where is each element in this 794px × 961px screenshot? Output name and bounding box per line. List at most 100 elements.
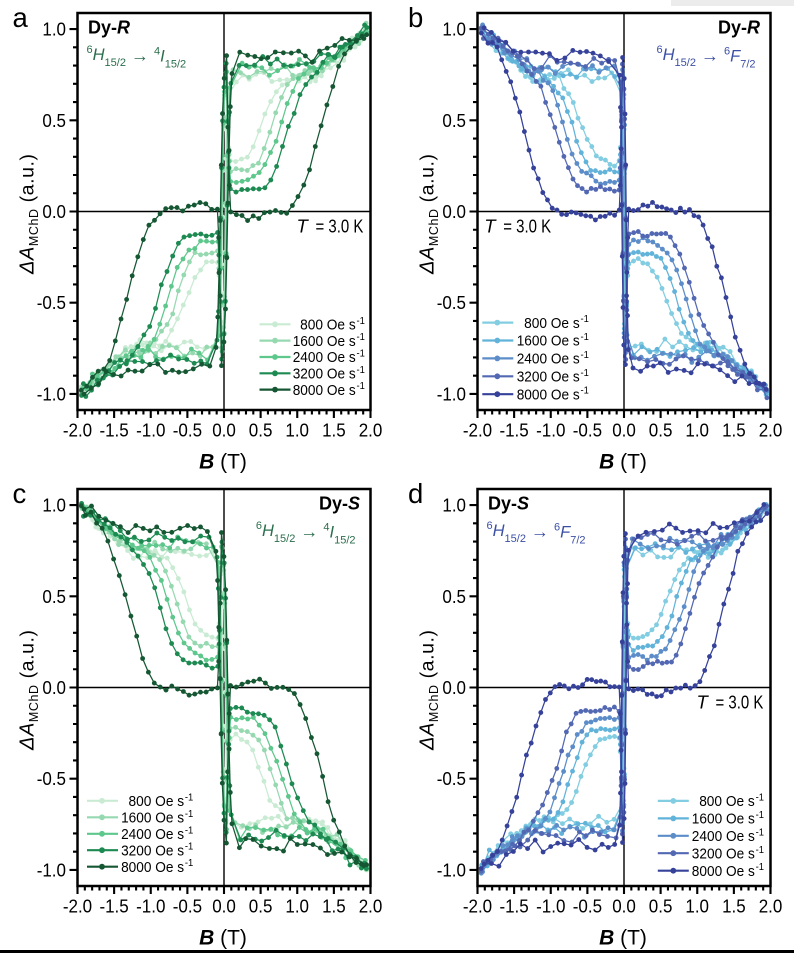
svg-text:-0.5: -0.5 [573,895,602,916]
svg-text:-1.5: -1.5 [499,419,528,440]
svg-text:0.5: 0.5 [42,110,66,131]
svg-text:2400 Oe s: 2400 Oe s [692,829,755,845]
svg-text:-1.0: -1.0 [136,895,165,916]
svg-text:1.5: 1.5 [722,895,746,916]
svg-text:2.0: 2.0 [759,419,783,440]
svg-text:1.0: 1.0 [442,495,466,516]
svg-text:8000 Oe s: 8000 Oe s [692,864,755,880]
svg-text:-2.0: -2.0 [63,419,92,440]
svg-text:-1: -1 [357,348,366,360]
svg-text:= 3.0 K: = 3.0 K [503,216,551,237]
svg-text:1.0: 1.0 [685,895,709,916]
svg-text:0.0: 0.0 [442,201,466,222]
svg-text:6H15/2 → 6F7/2: 6H15/2 → 6F7/2 [487,520,586,547]
svg-text:-1: -1 [357,331,366,343]
svg-text:1600 Oe s: 1600 Oe s [517,334,580,350]
svg-text:2400 Oe s: 2400 Oe s [121,827,184,843]
svg-text:-1.0: -1.0 [536,419,565,440]
svg-text:1.5: 1.5 [322,419,346,440]
svg-text:0.5: 0.5 [42,586,66,607]
svg-text:2.0: 2.0 [359,419,383,440]
svg-text:0.5: 0.5 [649,895,673,916]
svg-text:1.0: 1.0 [285,895,309,916]
svg-text:-1.0: -1.0 [437,383,466,404]
svg-text:Dy-S: Dy-S [488,494,529,514]
svg-text:1.0: 1.0 [685,419,709,440]
svg-text:Dy-S: Dy-S [319,494,360,514]
svg-text:-1: -1 [756,844,765,856]
svg-text:-1: -1 [357,380,366,392]
svg-text:1.0: 1.0 [42,495,66,516]
svg-text:-1: -1 [185,857,194,869]
svg-text:T: T [697,692,710,713]
svg-text:8000 Oe s: 8000 Oe s [517,387,580,403]
svg-text:3200 Oe s: 3200 Oe s [692,847,755,863]
svg-text:-0.5: -0.5 [37,768,66,789]
svg-text:ΔAMChD (a.u.): ΔAMChD (a.u.) [417,630,442,751]
svg-text:6H15/2 → 4I15/2: 6H15/2 → 4I15/2 [87,44,187,71]
svg-text:1.0: 1.0 [442,19,466,40]
svg-text:-1: -1 [185,808,194,820]
svg-text:0.5: 0.5 [249,419,273,440]
svg-text:0.5: 0.5 [442,110,466,131]
svg-text:-1.5: -1.5 [99,895,128,916]
svg-text:-1.0: -1.0 [37,859,66,880]
svg-text:-1: -1 [581,349,590,361]
svg-text:T: T [484,216,497,237]
svg-text:0.5: 0.5 [649,419,673,440]
svg-text:b: b [408,2,423,33]
svg-text:c: c [13,478,27,509]
svg-text:6H15/2 → 4I15/2: 6H15/2 → 4I15/2 [256,520,356,547]
svg-text:-0.5: -0.5 [173,419,202,440]
svg-text:2.0: 2.0 [359,895,383,916]
svg-text:-0.5: -0.5 [37,292,66,313]
svg-text:1.0: 1.0 [285,419,309,440]
svg-text:a: a [13,2,29,33]
svg-text:0.0: 0.0 [42,201,66,222]
svg-text:B (T): B (T) [599,927,647,950]
svg-text:8000 Oe s: 8000 Oe s [121,860,184,876]
svg-text:3200 Oe s: 3200 Oe s [121,843,184,859]
svg-text:-1: -1 [357,364,366,376]
svg-text:2400 Oe s: 2400 Oe s [517,352,580,368]
svg-text:-1: -1 [581,385,590,397]
svg-text:-1.0: -1.0 [136,419,165,440]
svg-text:-1: -1 [756,791,765,803]
svg-text:-1: -1 [756,809,765,821]
svg-text:0.0: 0.0 [42,677,66,698]
svg-text:0.5: 0.5 [442,586,466,607]
svg-text:-1: -1 [185,841,194,853]
svg-text:0.5: 0.5 [249,895,273,916]
svg-text:-1.0: -1.0 [437,859,466,880]
svg-text:-0.5: -0.5 [437,768,466,789]
svg-text:-1: -1 [357,315,366,327]
svg-text:Dy-R: Dy-R [718,18,760,38]
svg-text:0.0: 0.0 [212,419,236,440]
svg-text:800 Oe s: 800 Oe s [300,318,356,334]
svg-text:1.5: 1.5 [322,895,346,916]
svg-text:-1: -1 [581,331,590,343]
svg-text:2400 Oe s: 2400 Oe s [293,350,356,366]
svg-text:-0.5: -0.5 [173,895,202,916]
svg-text:= 3.0 K: = 3.0 K [316,216,364,237]
svg-text:ΔAMChD (a.u.): ΔAMChD (a.u.) [17,154,42,275]
svg-text:800 Oe s: 800 Oe s [129,794,185,810]
svg-text:T: T [297,216,310,237]
svg-text:-1: -1 [581,313,590,325]
svg-text:B (T): B (T) [199,927,247,950]
svg-text:-1: -1 [185,791,194,803]
svg-text:1.5: 1.5 [722,419,746,440]
svg-text:-1: -1 [581,367,590,379]
svg-text:-2.0: -2.0 [63,895,92,916]
svg-text:1.0: 1.0 [42,19,66,40]
svg-text:-1.5: -1.5 [99,419,128,440]
svg-text:0.0: 0.0 [442,677,466,698]
svg-text:1600 Oe s: 1600 Oe s [293,334,356,350]
svg-text:-1.0: -1.0 [37,383,66,404]
svg-text:6H15/2 → 6F7/2: 6H15/2 → 6F7/2 [657,44,756,71]
svg-text:-0.5: -0.5 [573,419,602,440]
svg-text:ΔAMChD (a.u.): ΔAMChD (a.u.) [417,154,442,275]
svg-text:-1: -1 [756,861,765,873]
svg-text:-0.5: -0.5 [437,292,466,313]
svg-text:= 3.0 K: = 3.0 K [716,692,764,713]
